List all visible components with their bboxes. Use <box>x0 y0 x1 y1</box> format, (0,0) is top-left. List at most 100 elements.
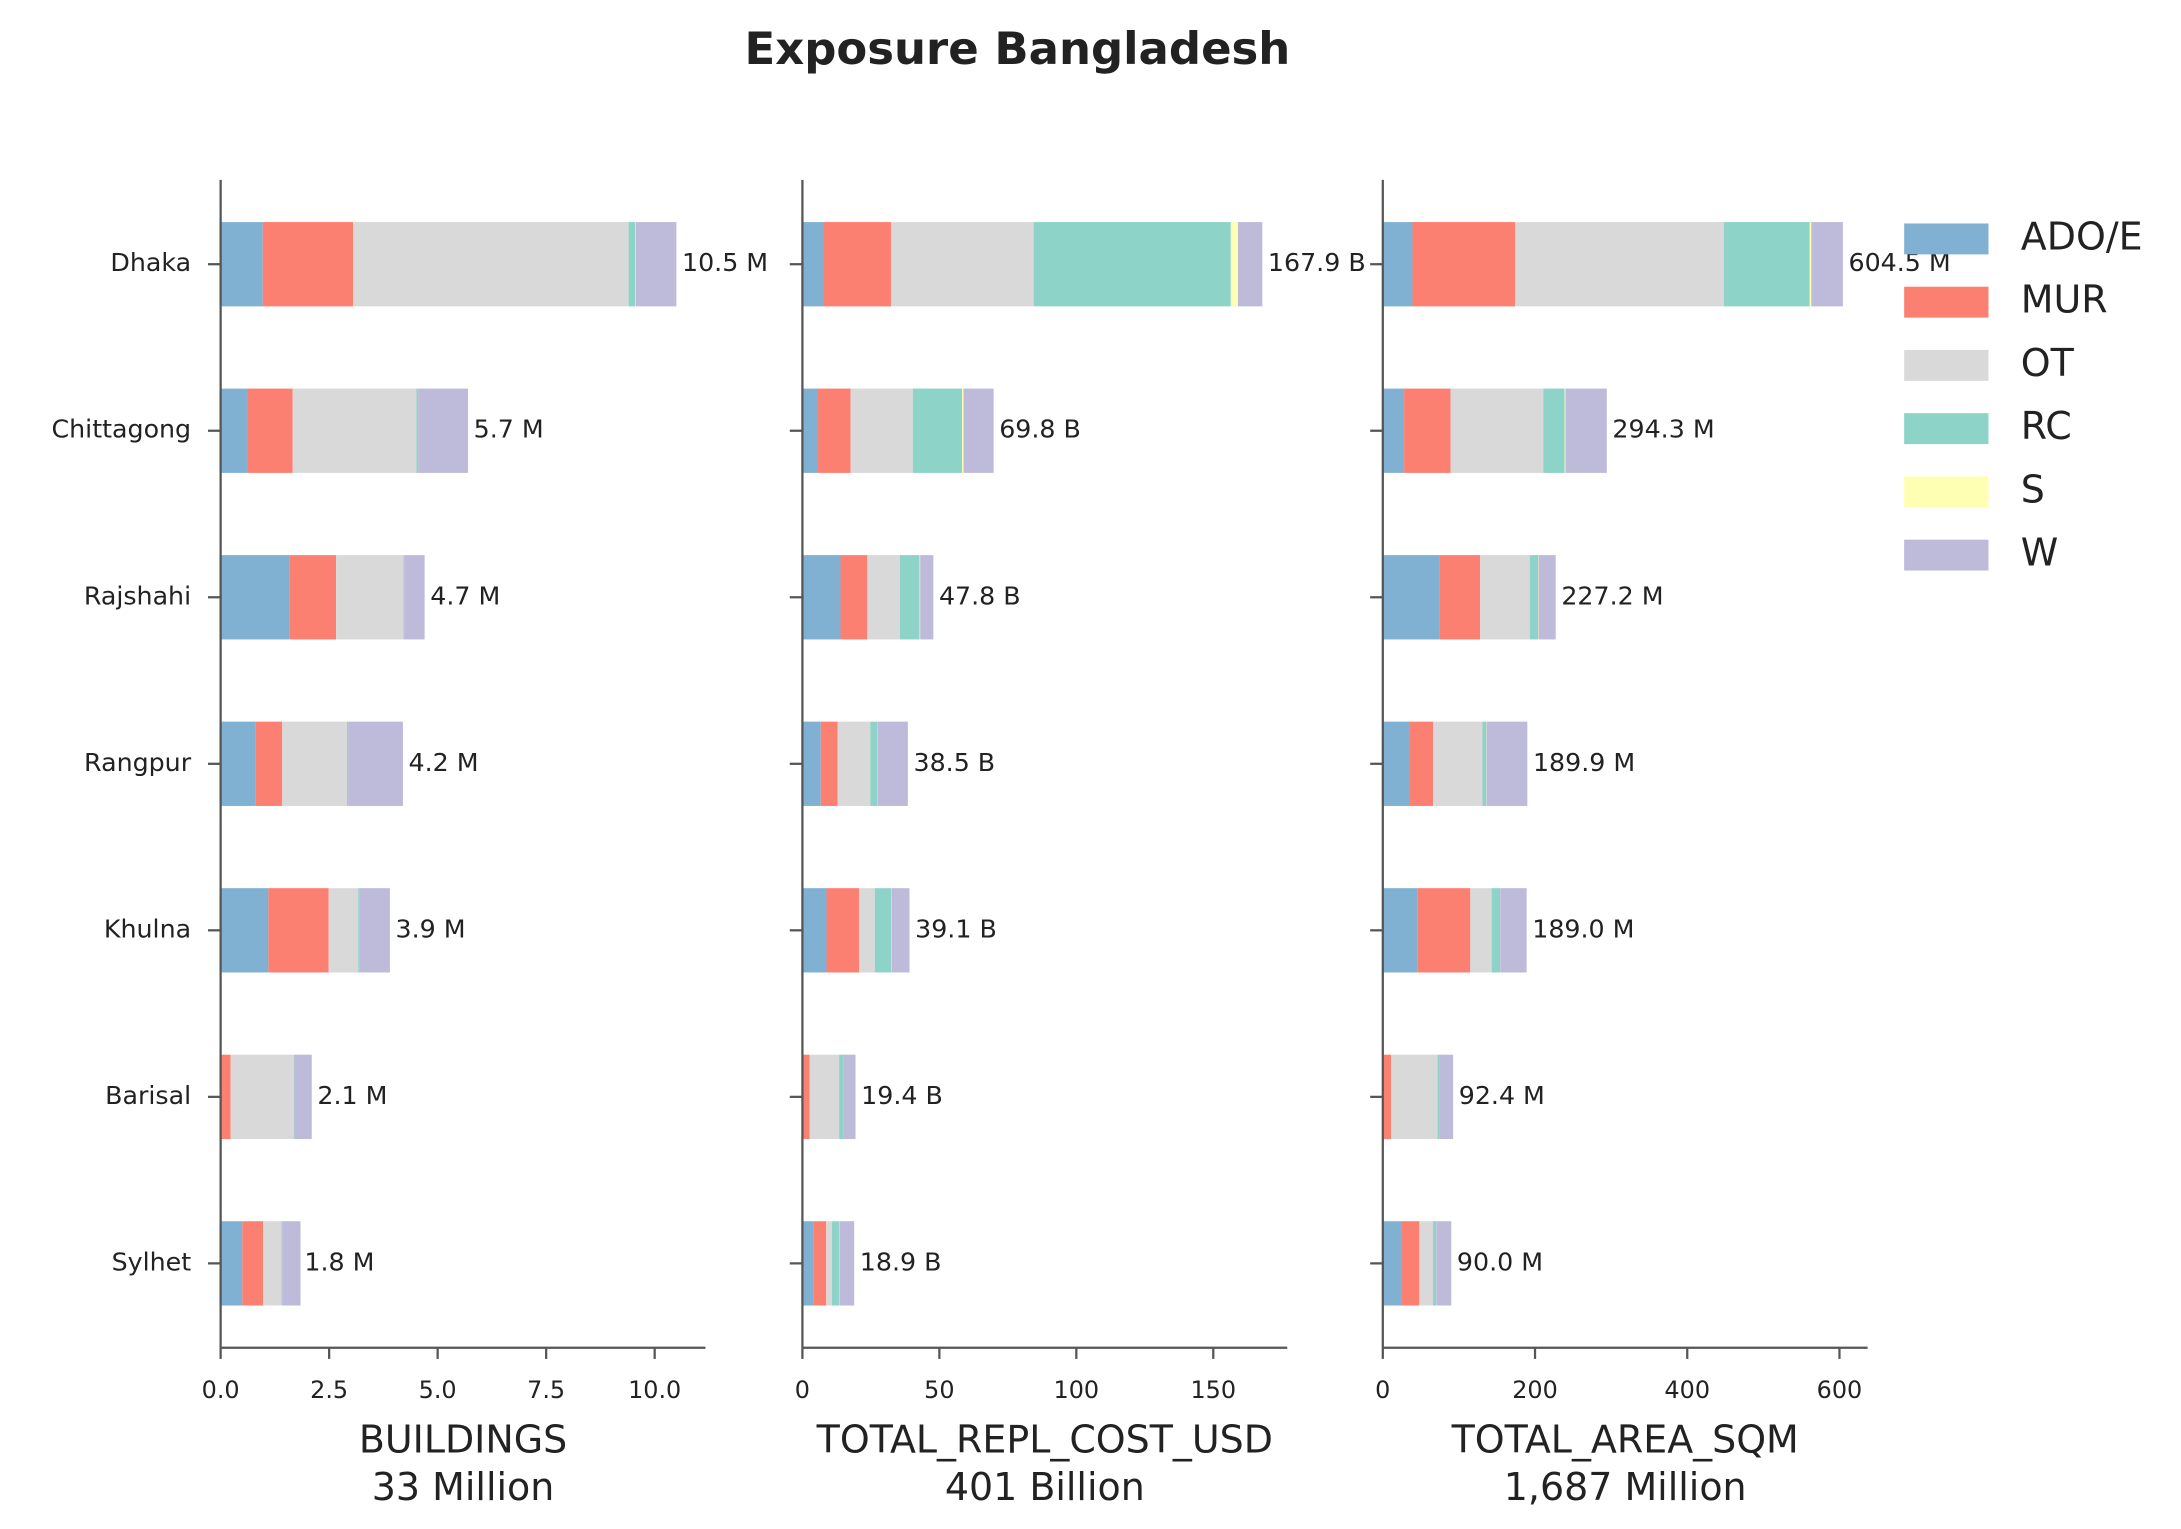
x-tick-label: 0.0 <box>202 1376 240 1404</box>
bar-segment <box>255 721 283 806</box>
x-tick-label: 100 <box>1054 1376 1100 1404</box>
bar-segment <box>874 888 892 973</box>
value-label: 69.8 B <box>999 415 1081 444</box>
value-label: 4.2 M <box>409 748 479 777</box>
value-label: 5.7 M <box>474 415 544 444</box>
bar-segment <box>1491 888 1501 973</box>
bar-segment <box>348 721 403 806</box>
bar-segment <box>802 721 821 806</box>
bar-segment <box>1565 388 1607 473</box>
bar-segment <box>962 388 964 473</box>
value-label: 1.8 M <box>304 1247 374 1276</box>
legend-swatch <box>1904 476 1989 508</box>
bar-segment <box>843 1054 856 1140</box>
bar-segment <box>289 555 337 640</box>
bar-segment <box>268 888 329 973</box>
bar-segment <box>1382 888 1418 973</box>
bar-segment <box>1401 1221 1420 1306</box>
bar-segment <box>802 888 827 973</box>
bar-segment <box>1417 888 1471 973</box>
bar-segment <box>826 888 860 973</box>
x-tick-label: 50 <box>924 1376 954 1404</box>
bar-segment <box>803 1054 810 1140</box>
x-tick-label: 10.0 <box>628 1376 681 1404</box>
bar-segment <box>353 222 629 307</box>
bar-segment <box>1480 555 1530 640</box>
bar-segment <box>404 555 425 640</box>
bar-segment <box>294 1054 312 1140</box>
bar-segment <box>826 1221 832 1306</box>
bar-segment <box>1033 222 1231 307</box>
bar-segment <box>802 388 819 473</box>
x-axis-label: TOTAL_REPL_COST_USD <box>816 1417 1273 1461</box>
bar-segment <box>220 1221 243 1306</box>
bar-segment <box>870 721 878 806</box>
bar-segment <box>1437 1054 1440 1140</box>
legend-swatch <box>1904 286 1989 318</box>
value-label: 10.5 M <box>682 248 768 277</box>
bar-segment <box>1439 1054 1454 1140</box>
bar-segment <box>1230 222 1238 307</box>
y-tick-label: Dhaka <box>110 248 191 277</box>
bar-segment <box>336 555 404 640</box>
bar-segment <box>899 555 920 640</box>
value-label: 39.1 B <box>915 914 997 943</box>
bar-segment <box>840 555 868 640</box>
bar-segment <box>1412 222 1516 307</box>
bar-segment <box>920 555 934 640</box>
bar-segment <box>416 388 419 473</box>
bar-segment <box>281 1221 283 1306</box>
legend-label: W <box>2021 531 2059 575</box>
bar-segment <box>220 388 248 473</box>
legend-swatch <box>1904 539 1989 571</box>
bar-segment <box>220 555 290 640</box>
bar-segment <box>1436 1221 1452 1306</box>
bar-segment <box>1382 222 1413 307</box>
bar-segment <box>292 388 417 473</box>
bar-segment <box>635 222 677 307</box>
bar-segment <box>221 1054 231 1140</box>
bar-segment <box>867 555 900 640</box>
bar-segment <box>919 555 921 640</box>
bar-segment <box>1543 388 1565 473</box>
x-tick-label: 0 <box>795 1376 810 1404</box>
x-tick-label: 0 <box>1375 1376 1390 1404</box>
legend-label: MUR <box>2021 278 2108 322</box>
x-tick-label: 600 <box>1817 1376 1863 1404</box>
bar-segment <box>1419 1221 1434 1306</box>
x-tick-label: 7.5 <box>527 1376 565 1404</box>
bar-segment <box>220 721 256 806</box>
bar-segment <box>1409 721 1434 806</box>
bar-segment <box>1383 1054 1392 1140</box>
value-label: 227.2 M <box>1561 581 1663 610</box>
bar-segment <box>1404 388 1451 473</box>
bar-segment <box>1723 222 1810 307</box>
value-label: 2.1 M <box>317 1081 387 1110</box>
bar-segment <box>262 222 354 307</box>
bar-segment <box>346 721 349 806</box>
bar-segment <box>1237 222 1263 307</box>
x-tick-label: 200 <box>1512 1376 1558 1404</box>
y-tick-label: Rajshahi <box>84 581 191 610</box>
legend-swatch <box>1904 223 1989 255</box>
bar-segment <box>358 888 360 973</box>
bar-segment <box>1811 222 1843 307</box>
x-tick-label: 5.0 <box>419 1376 457 1404</box>
bar-segment <box>1433 721 1483 806</box>
legend-swatch <box>1904 413 1989 445</box>
bar-segment <box>418 388 469 473</box>
y-tick-label: Barisal <box>105 1081 191 1110</box>
bar-segment <box>1433 1221 1437 1306</box>
bar-segment <box>813 1221 827 1306</box>
value-label: 4.7 M <box>430 581 500 610</box>
y-tick-label: Chittagong <box>52 415 192 444</box>
x-axis-label: TOTAL_AREA_SQM <box>1451 1417 1799 1461</box>
bar-segment <box>877 721 908 806</box>
legend-label: ADO/E <box>2021 214 2143 258</box>
bar-segment <box>282 1221 301 1306</box>
bar-segment <box>1564 388 1566 473</box>
bar-segment <box>839 1221 855 1306</box>
bar-segment <box>823 222 892 307</box>
value-label: 38.5 B <box>913 748 995 777</box>
